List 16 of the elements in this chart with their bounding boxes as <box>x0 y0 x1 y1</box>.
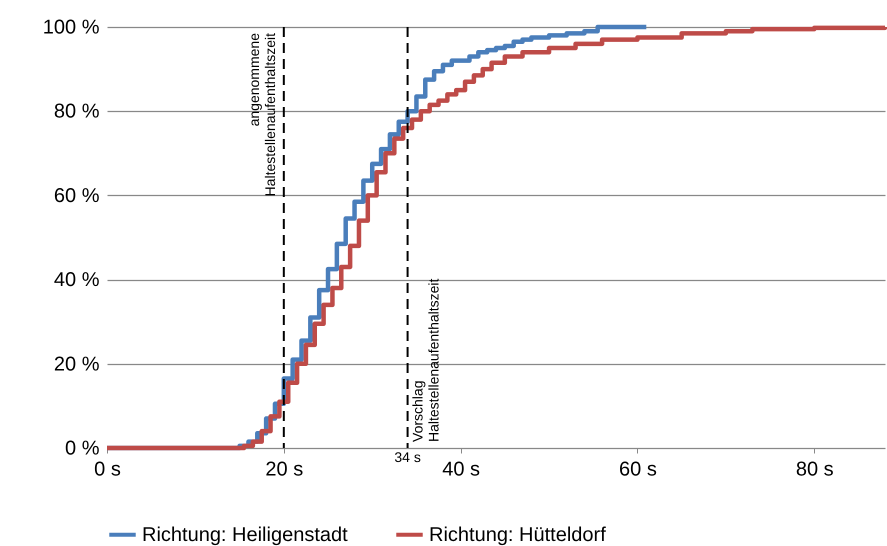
ref-line-label: angenommene Haltestellenaufenthaltszeit <box>246 32 278 196</box>
x-tick-label: 40 s <box>442 458 480 480</box>
legend-label: Richtung: Heiligenstadt <box>142 524 348 546</box>
y-tick-label: 60 % <box>54 184 100 207</box>
ref-line-label: Vorschlag Haltestellenaufenthaltszeit <box>410 278 442 442</box>
x-tick-label: 0 s <box>94 458 121 480</box>
y-tick-label: 20 % <box>54 353 100 376</box>
y-tick-label: 100 % <box>42 16 100 38</box>
y-tick-label: 0 % <box>65 438 100 460</box>
legend-label: Richtung: Hütteldorf <box>429 524 606 546</box>
x-tick-label: 20 s <box>265 458 304 480</box>
y-tick-label: 80 % <box>54 100 100 123</box>
y-tick-label: 40 % <box>54 269 100 292</box>
x-tick-label: 60 s <box>619 458 657 480</box>
annotation: 34 s <box>394 449 421 465</box>
x-tick-label: 80 s <box>796 458 834 480</box>
